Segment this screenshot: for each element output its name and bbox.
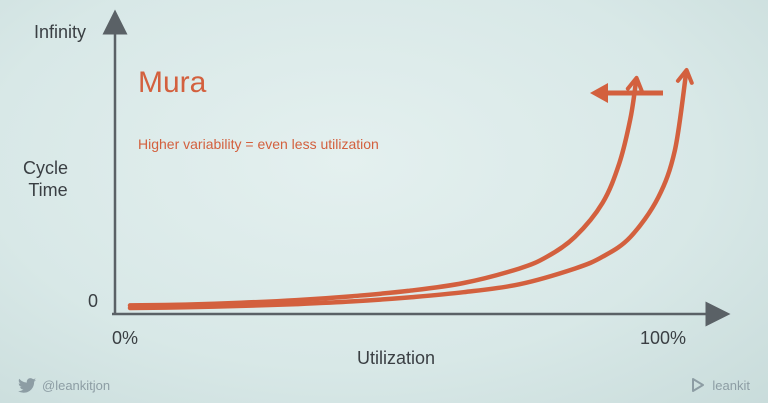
annotation-arrow-head — [590, 83, 608, 103]
y-axis-label-line-2: Time — [28, 180, 67, 200]
shift-left-arrow — [590, 83, 663, 103]
brand-name: leankit — [712, 377, 750, 393]
chart-subtitle: Higher variability = even less utilizati… — [138, 136, 379, 152]
y-tick-label-infinity: Infinity — [34, 22, 86, 42]
series-arrowhead-2 — [675, 67, 694, 85]
x-tick-label-hundred: 100% — [640, 328, 686, 348]
series-line-2 — [127, 71, 689, 311]
chart-title: Mura — [138, 66, 207, 99]
x-tick-label-zero: 0% — [112, 328, 138, 348]
twitter-handle: @leankitjon — [42, 378, 111, 393]
x-axis-label: Utilization — [357, 348, 435, 368]
series-arrowhead-1 — [625, 75, 644, 93]
series-line-1 — [127, 79, 639, 308]
footer-twitter: @leankitjon — [18, 378, 110, 393]
leankit-logo-icon — [692, 378, 705, 392]
footer-brand: leankit — [690, 377, 750, 393]
y-tick-label-zero: 0 — [88, 291, 98, 311]
series-group — [127, 67, 694, 311]
y-axis-label: Cycle Time — [23, 158, 73, 200]
y-axis-label-line-1: Cycle — [23, 158, 68, 178]
twitter-bird-icon — [18, 378, 36, 393]
